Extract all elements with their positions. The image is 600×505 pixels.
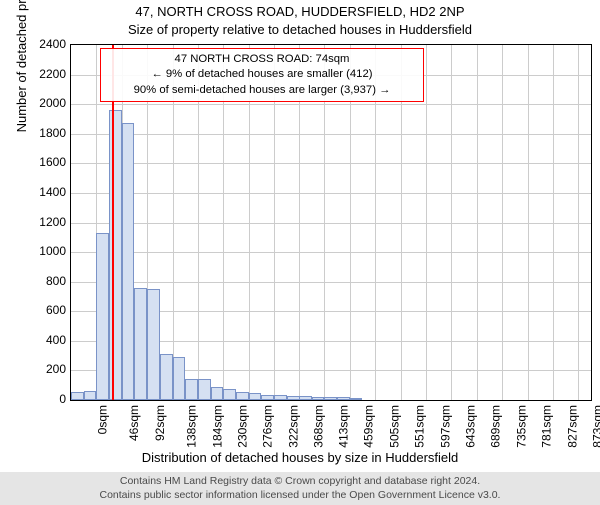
histogram-bar	[223, 389, 236, 400]
histogram-bar	[160, 354, 173, 400]
ytick-label: 800	[46, 274, 66, 288]
histogram-bar	[337, 397, 350, 400]
y-axis-label: Number of detached properties	[14, 0, 29, 132]
histogram-bar	[84, 391, 97, 400]
footer-line1: Contains HM Land Registry data © Crown c…	[0, 475, 600, 489]
histogram-bar	[261, 395, 274, 400]
ytick-label: 1600	[39, 155, 66, 169]
chart-title-line1: 47, NORTH CROSS ROAD, HUDDERSFIELD, HD2 …	[0, 4, 600, 19]
gridline-v	[502, 45, 503, 400]
xtick-label: 322sqm	[286, 405, 300, 448]
histogram-bar	[236, 392, 249, 400]
xtick-label: 827sqm	[565, 405, 579, 448]
annotation-line1: 47 NORTH CROSS ROAD: 74sqm	[107, 52, 417, 67]
x-axis-label: Distribution of detached houses by size …	[0, 450, 600, 465]
xtick-label: 92sqm	[153, 405, 167, 441]
histogram-bar	[96, 233, 109, 400]
xtick-label: 368sqm	[312, 405, 326, 448]
gridline-h	[71, 282, 591, 283]
annotation-line2: ← 9% of detached houses are smaller (412…	[107, 67, 417, 82]
gridline-h	[71, 104, 591, 105]
ytick-label: 2000	[39, 96, 66, 110]
xtick-label: 184sqm	[210, 405, 224, 448]
gridline-h	[71, 134, 591, 135]
ytick-label: 0	[59, 392, 66, 406]
xtick-label: 0sqm	[95, 405, 109, 434]
gridline-h	[71, 163, 591, 164]
xtick-label: 46sqm	[127, 405, 141, 441]
histogram-bar	[324, 397, 337, 400]
xtick-label: 643sqm	[464, 405, 478, 448]
gridline-h	[71, 223, 591, 224]
gridline-v	[426, 45, 427, 400]
histogram-bar	[173, 357, 186, 400]
gridline-v	[451, 45, 452, 400]
ytick-label: 1800	[39, 126, 66, 140]
histogram-bar	[350, 398, 363, 400]
gridline-v	[528, 45, 529, 400]
xtick-label: 138sqm	[185, 405, 199, 448]
histogram-bar	[312, 397, 325, 400]
xtick-label: 551sqm	[413, 405, 427, 448]
histogram-bar	[299, 396, 312, 400]
histogram-bar	[71, 392, 84, 400]
gridline-v	[578, 45, 579, 400]
histogram-bar	[185, 379, 198, 400]
xtick-label: 689sqm	[489, 405, 503, 448]
ytick-label: 600	[46, 303, 66, 317]
gridline-h	[71, 252, 591, 253]
annotation-box: 47 NORTH CROSS ROAD: 74sqm ← 9% of detac…	[100, 48, 424, 102]
gridline-h	[71, 193, 591, 194]
xtick-label: 230sqm	[236, 405, 250, 448]
ytick-label: 1400	[39, 185, 66, 199]
ytick-label: 400	[46, 333, 66, 347]
histogram-bar	[274, 395, 287, 400]
xtick-label: 459sqm	[362, 405, 376, 448]
histogram-bar	[122, 123, 135, 400]
ytick-label: 2400	[39, 37, 66, 51]
histogram-bar	[198, 379, 211, 400]
gridline-v	[477, 45, 478, 400]
xtick-label: 873sqm	[591, 405, 600, 448]
xtick-label: 597sqm	[438, 405, 452, 448]
ytick-label: 200	[46, 362, 66, 376]
footer: Contains HM Land Registry data © Crown c…	[0, 472, 600, 505]
xtick-label: 413sqm	[337, 405, 351, 448]
histogram-bar	[249, 393, 262, 400]
gridline-v	[553, 45, 554, 400]
histogram-bar	[287, 396, 300, 400]
ytick-label: 1000	[39, 244, 66, 258]
chart-container: 47, NORTH CROSS ROAD, HUDDERSFIELD, HD2 …	[0, 0, 600, 500]
ytick-label: 1200	[39, 215, 66, 229]
xtick-label: 276sqm	[261, 405, 275, 448]
xtick-label: 735sqm	[514, 405, 528, 448]
chart-title-line2: Size of property relative to detached ho…	[0, 22, 600, 37]
footer-line2: Contains public sector information licen…	[0, 489, 600, 503]
xtick-label: 505sqm	[387, 405, 401, 448]
xtick-label: 781sqm	[540, 405, 554, 448]
ytick-label: 2200	[39, 67, 66, 81]
annotation-line3: 90% of semi-detached houses are larger (…	[107, 83, 417, 98]
histogram-bar	[147, 289, 160, 400]
histogram-bar	[134, 288, 147, 400]
histogram-bar	[211, 387, 224, 400]
